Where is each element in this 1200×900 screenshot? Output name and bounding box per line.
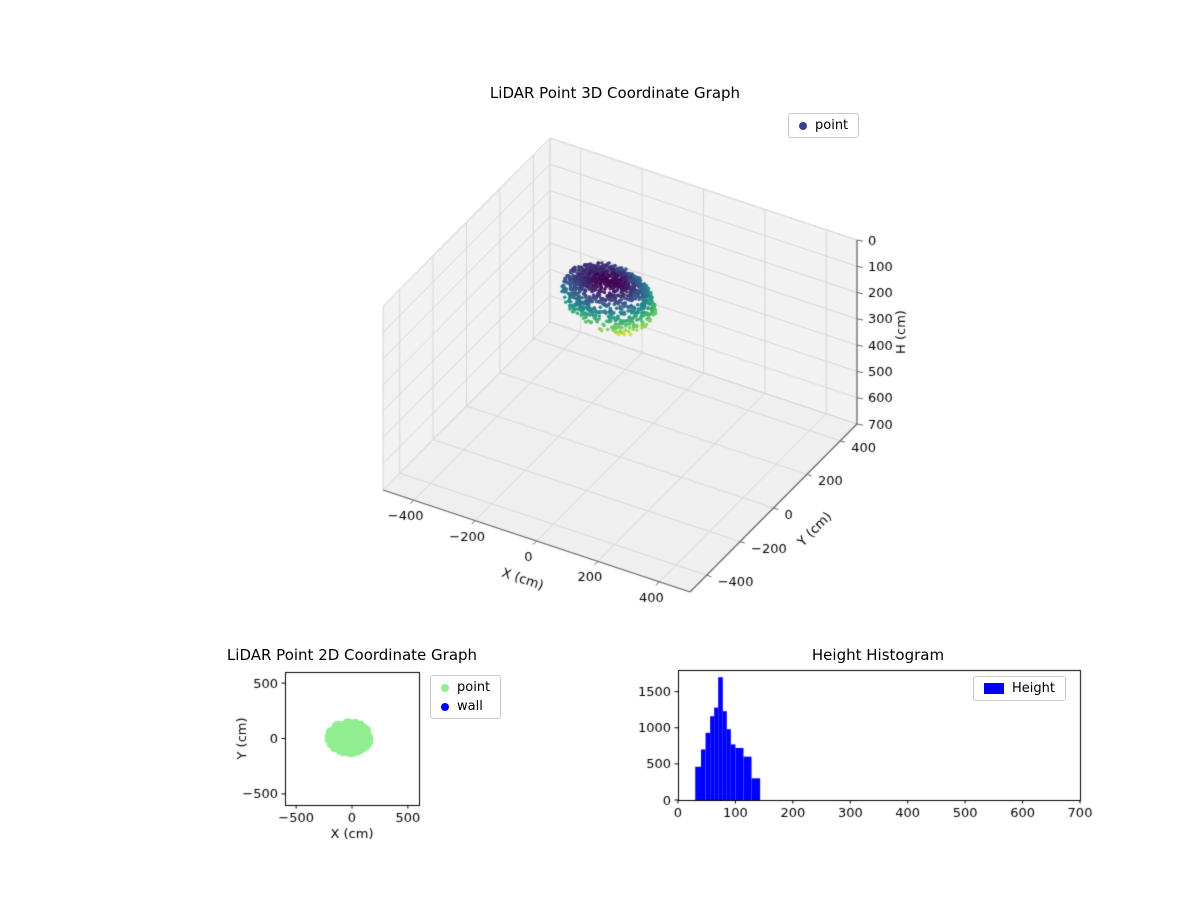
plot-3d-title: LiDAR Point 3D Coordinate Graph: [489, 84, 741, 102]
legend-2d: point wall: [430, 675, 502, 719]
legend-label-point-3d: point: [815, 118, 849, 133]
legend-item-wall: wall: [441, 699, 490, 714]
plot-2d-region: [285, 672, 419, 805]
legend-label-height: Height: [1012, 681, 1055, 696]
legend-label-point-2d: point: [457, 680, 491, 695]
legend-label-wall: wall: [457, 699, 483, 714]
plot-histogram-title: Height Histogram: [811, 646, 945, 664]
legend-item-point-3d: point: [799, 118, 848, 133]
point-marker-icon: [441, 683, 449, 692]
point-marker-icon: [799, 121, 807, 130]
legend-3d: point: [788, 113, 860, 138]
legend-item-height: Height: [984, 681, 1055, 696]
legend-item-point-2d: point: [441, 680, 490, 695]
height-swatch-icon: [984, 683, 1004, 694]
plot-2d-title: LiDAR Point 2D Coordinate Graph: [226, 646, 478, 664]
wall-marker-icon: [441, 702, 449, 711]
legend-histogram: Height: [973, 676, 1066, 701]
plot-3d-region: [330, 110, 950, 650]
